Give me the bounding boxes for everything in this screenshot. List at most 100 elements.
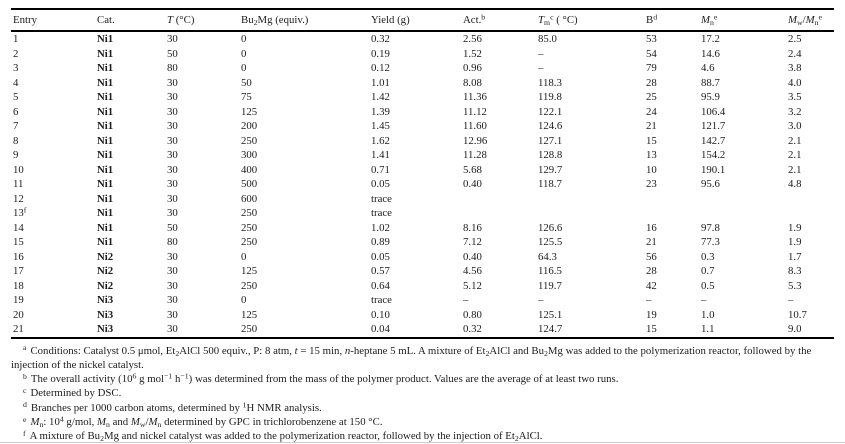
cell-mwmn: 2.1 (788, 149, 802, 161)
cell-act: 8.08 (463, 76, 482, 89)
cell-b: 24 (646, 105, 657, 118)
column-header-bu2mg: Bu2Mg (equiv.) (239, 9, 369, 32)
cell-temp: 30 (167, 76, 178, 89)
cell-act: 0.80 (463, 308, 482, 321)
cell-temp: 30 (167, 91, 178, 103)
footnote-marker: c (23, 385, 27, 395)
cell-act: 12.96 (463, 134, 488, 147)
footnotes: a Conditions: Catalyst 0.5 μmol, Et2AlCl … (11, 344, 834, 444)
table-row: 1 Ni1 30 0 0.32 2.56 85.0 53 17.2 2.5 (11, 31, 834, 47)
column-header-mwmn: Mw/Mne (786, 9, 834, 32)
cell-bu2mg: 250 (241, 236, 258, 248)
cell-cat: Ni1 (97, 105, 114, 118)
cell-tm: 116.5 (538, 265, 562, 277)
cell-tm: 129.7 (538, 163, 563, 176)
cell-cat: Ni3 (97, 323, 114, 335)
table-row: 3 Ni1 80 0 0.12 0.96 – 79 4.6 3.8 (11, 61, 834, 76)
cell-act: 2.56 (463, 33, 482, 45)
cell-cat: Ni1 (97, 163, 114, 176)
cell-entry: 8 (13, 134, 19, 147)
cell-bu2mg: 0 (241, 62, 247, 74)
cell-bu2mg: 250 (241, 279, 258, 292)
cell-temp: 30 (167, 308, 178, 321)
table-row: 10 Ni1 30 400 0.71 5.68 129.7 10 190.1 2.1 (11, 163, 834, 178)
column-header-cat: Cat. (95, 9, 165, 32)
cell-b: 15 (646, 134, 657, 147)
cell-mwmn: 1.7 (788, 250, 802, 263)
cell-entry: 1 (13, 33, 19, 45)
cell-tm: 118.7 (538, 178, 562, 190)
cell-mn: – (701, 294, 707, 306)
column-header-mn: Mne (699, 9, 786, 32)
cell-temp: 50 (167, 221, 178, 234)
cell-act: 5.68 (463, 163, 482, 176)
cell-act: 11.36 (463, 91, 487, 103)
cell-bu2mg: 0 (241, 294, 247, 306)
cell-tm: 85.0 (538, 33, 557, 45)
cell-mn: 0.7 (701, 265, 715, 277)
cell-bu2mg: 125 (241, 105, 258, 118)
footnote-text: The overall activity (106 g mol−1 h−1) w… (30, 371, 619, 386)
table-row: 5 Ni1 30 75 1.42 11.36 119.8 25 95.9 3.5 (11, 90, 834, 105)
cell-act: 8.16 (463, 221, 482, 234)
cell-b: 23 (646, 178, 657, 190)
cell-cat: Ni2 (97, 265, 114, 277)
cell-mwmn: 1.9 (788, 221, 802, 234)
cell-temp: 50 (167, 47, 178, 60)
cell-cat: Ni3 (97, 308, 114, 321)
cell-entry: 16 (13, 250, 24, 263)
cell-b: 28 (646, 76, 657, 89)
cell-cat: Ni1 (97, 149, 114, 161)
cell-b: 25 (646, 91, 657, 103)
cell-mwmn: 2.4 (788, 47, 802, 60)
cell-yield: trace (371, 207, 392, 219)
cell-temp: 30 (167, 149, 178, 161)
cell-tm: 125.5 (538, 236, 563, 248)
column-header-entry: Entry (11, 9, 95, 32)
cell-b (644, 206, 699, 221)
cell-temp: 30 (167, 207, 178, 219)
cell-cat: Ni2 (97, 250, 114, 263)
column-header-b: Bd (644, 9, 699, 32)
table-row: 8 Ni1 30 250 1.62 12.96 127.1 15 142.7 2.1 (11, 134, 834, 149)
cell-temp: 30 (167, 134, 178, 147)
cell-tm: – (538, 62, 544, 74)
cell-entry: 2 (13, 47, 19, 60)
cell-bu2mg: 125 (241, 265, 258, 277)
table-row: 21 Ni3 30 250 0.04 0.32 124.7 15 1.1 9.0 (11, 322, 834, 338)
cell-mwmn: 3.5 (788, 91, 802, 103)
cell-act: 0.32 (463, 323, 482, 335)
cell-yield: 0.57 (371, 265, 390, 277)
footnote-a: a Conditions: Catalyst 0.5 μmol, Et2AlCl … (11, 344, 834, 373)
cell-mn: 106.4 (701, 105, 726, 118)
cell-entry: 4 (13, 76, 19, 89)
cell-tm: 118.3 (538, 76, 562, 89)
footnote-marker: b (23, 371, 27, 381)
cell-bu2mg: 250 (241, 134, 258, 147)
column-header-yield: Yield (g) (369, 9, 461, 32)
cell-mn: 190.1 (701, 163, 726, 176)
table-row: 7 Ni1 30 200 1.45 11.60 124.6 21 121.7 3.0 (11, 119, 834, 134)
cell-cat: Ni1 (97, 76, 114, 89)
table-row: 12 Ni1 30 600 trace (11, 192, 834, 207)
cell-act: 11.28 (463, 149, 487, 161)
cell-temp: 30 (167, 163, 178, 176)
cell-yield: 0.05 (371, 178, 390, 190)
cell-bu2mg: 600 (241, 192, 258, 205)
cell-mwmn: 9.0 (788, 323, 802, 335)
cell-yield: 0.12 (371, 62, 390, 74)
cell-cat: Ni1 (97, 134, 114, 147)
cell-tm: 124.6 (538, 120, 563, 132)
table-row: 17 Ni2 30 125 0.57 4.56 116.5 28 0.7 8.3 (11, 264, 834, 279)
table-row: 16 Ni2 30 0 0.05 0.40 64.3 56 0.3 1.7 (11, 250, 834, 265)
cell-yield: 1.41 (371, 149, 390, 161)
cell-mn: 1.0 (701, 308, 715, 321)
cell-yield: trace (371, 294, 392, 306)
cell-cat: Ni1 (97, 33, 114, 45)
cell-cat: Ni1 (97, 91, 114, 103)
cell-tm: 124.7 (538, 323, 563, 335)
cell-yield: 0.10 (371, 308, 390, 321)
cell-act: 7.12 (463, 236, 482, 248)
cell-mn: 97.8 (701, 221, 720, 234)
